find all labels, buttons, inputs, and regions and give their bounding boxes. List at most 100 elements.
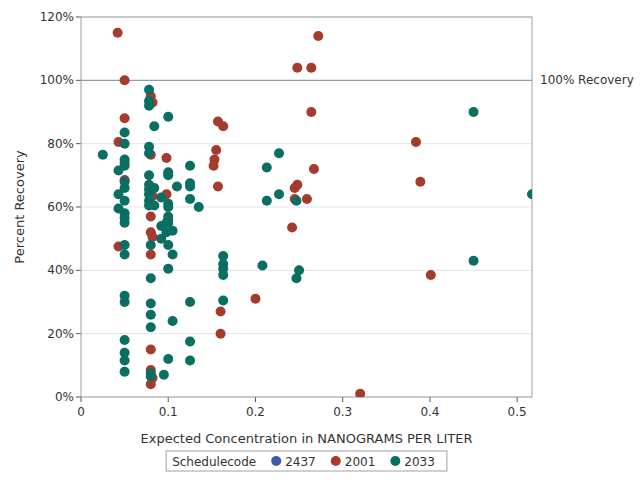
point bbox=[146, 371, 156, 381]
grid-line bbox=[81, 270, 532, 271]
legend-marker bbox=[390, 456, 400, 466]
point bbox=[218, 121, 228, 131]
point bbox=[163, 202, 173, 212]
point bbox=[209, 161, 219, 171]
point bbox=[98, 150, 108, 160]
point bbox=[250, 294, 260, 304]
point bbox=[185, 161, 195, 171]
point bbox=[185, 181, 195, 191]
y-tick bbox=[76, 17, 81, 18]
point bbox=[355, 389, 365, 397]
x-tick bbox=[342, 397, 343, 402]
grid-line bbox=[81, 80, 532, 81]
x-axis-label: Expected Concentration in NANOGRAMS PER … bbox=[141, 431, 473, 446]
point bbox=[527, 189, 532, 199]
point bbox=[144, 170, 154, 180]
x-tick-label: 0 bbox=[77, 405, 85, 419]
point bbox=[411, 137, 421, 147]
point bbox=[144, 148, 154, 158]
point bbox=[185, 194, 195, 204]
y-tick-label: 60% bbox=[47, 200, 74, 214]
point bbox=[302, 194, 312, 204]
y-tick bbox=[76, 397, 81, 398]
x-tick-label: 0.2 bbox=[246, 405, 265, 419]
chart: 0%20%40%60%80%100%120%00.10.20.30.40.510… bbox=[0, 0, 640, 480]
point bbox=[144, 85, 154, 95]
point bbox=[146, 299, 156, 309]
point bbox=[120, 139, 130, 149]
point bbox=[274, 189, 284, 199]
point bbox=[306, 107, 316, 117]
point bbox=[146, 322, 156, 332]
point bbox=[120, 161, 130, 171]
points bbox=[98, 28, 532, 397]
point bbox=[469, 107, 479, 117]
point bbox=[257, 261, 267, 271]
point bbox=[161, 153, 171, 163]
point bbox=[469, 256, 479, 266]
point bbox=[306, 63, 316, 73]
x-tick-label: 0.5 bbox=[508, 405, 527, 419]
point bbox=[172, 181, 182, 191]
point bbox=[163, 170, 173, 180]
point bbox=[163, 112, 173, 122]
point bbox=[185, 297, 195, 307]
point bbox=[426, 270, 436, 280]
point bbox=[262, 196, 272, 206]
point bbox=[294, 265, 304, 275]
legend-marker bbox=[271, 456, 281, 466]
point bbox=[120, 113, 130, 123]
point bbox=[120, 240, 130, 250]
point bbox=[149, 183, 159, 193]
legend-marker bbox=[331, 456, 341, 466]
y-tick bbox=[76, 333, 81, 334]
y-tick bbox=[76, 143, 81, 144]
point bbox=[120, 335, 130, 345]
grid-line bbox=[81, 333, 532, 334]
point bbox=[218, 270, 228, 280]
y-tick-label: 100% bbox=[40, 73, 74, 87]
point bbox=[120, 297, 130, 307]
legend-label: 2001 bbox=[345, 455, 376, 469]
y-tick bbox=[76, 270, 81, 271]
point bbox=[146, 273, 156, 283]
point bbox=[216, 329, 226, 339]
point bbox=[146, 212, 156, 222]
x-tick bbox=[168, 397, 169, 402]
legend-box bbox=[166, 451, 447, 471]
y-tick-label: 80% bbox=[47, 137, 74, 151]
point bbox=[168, 226, 178, 236]
point bbox=[113, 28, 123, 38]
point bbox=[313, 31, 323, 41]
x-tick bbox=[429, 397, 430, 402]
point bbox=[146, 250, 156, 260]
point bbox=[211, 145, 221, 155]
point bbox=[146, 345, 156, 355]
point bbox=[194, 202, 204, 212]
point bbox=[274, 148, 284, 158]
point bbox=[159, 370, 169, 380]
legend-title: Schedulecode bbox=[172, 455, 256, 469]
point bbox=[287, 223, 297, 233]
point bbox=[218, 295, 228, 305]
point bbox=[120, 367, 130, 377]
plot-frame bbox=[81, 17, 532, 397]
point bbox=[149, 200, 159, 210]
point bbox=[120, 183, 130, 193]
point bbox=[120, 75, 130, 85]
y-tick bbox=[76, 207, 81, 208]
point bbox=[415, 177, 425, 187]
point bbox=[163, 354, 173, 364]
y-tick-label: 40% bbox=[47, 263, 74, 277]
point bbox=[216, 307, 226, 317]
point bbox=[262, 162, 272, 172]
reference-label: 100% Recovery bbox=[540, 73, 634, 87]
x-tick bbox=[255, 397, 256, 402]
y-tick-label: 20% bbox=[47, 327, 74, 341]
legend-label: 2437 bbox=[285, 455, 316, 469]
y-tick-label: 0% bbox=[55, 390, 74, 404]
point bbox=[144, 101, 154, 111]
legend-label: 2033 bbox=[404, 455, 435, 469]
point bbox=[146, 240, 156, 250]
legend: Schedulecode 2437 2001 2033 bbox=[166, 451, 447, 471]
